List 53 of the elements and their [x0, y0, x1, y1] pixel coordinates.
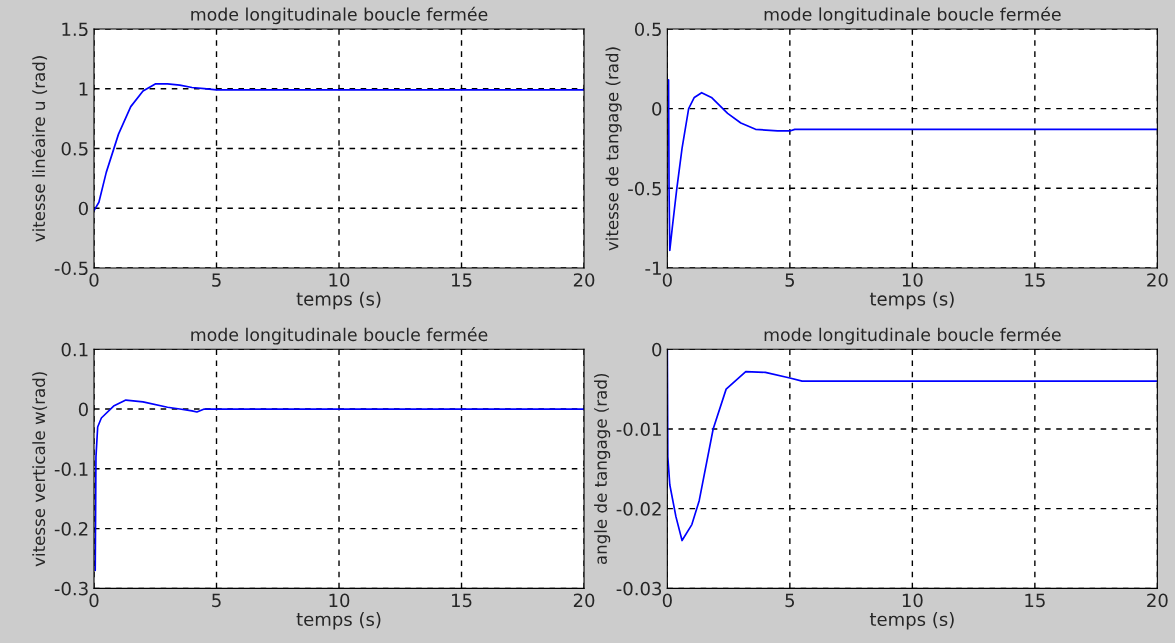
- x-tick-label: 15: [1025, 593, 1045, 608]
- x-tick-label: 20: [1147, 593, 1168, 608]
- x-tick-label: 5: [785, 593, 795, 608]
- y-tick-label: -0.01: [616, 422, 661, 437]
- y-tick-label: -0.3: [54, 581, 88, 596]
- x-tick-label: 10: [329, 273, 350, 287]
- x-tick-label: 0: [662, 593, 672, 608]
- x-tick-label: 0: [89, 593, 99, 608]
- chart-title: mode longitudinale boucle fermée: [191, 6, 488, 25]
- y-tick-label: 0.5: [634, 22, 661, 37]
- x-tick-label: 5: [785, 273, 795, 287]
- y-tick-label: -0.2: [54, 522, 88, 536]
- chart-title: mode longitudinale boucle fermée: [191, 327, 488, 345]
- y-tick-label: -0.1: [54, 462, 88, 476]
- y-tick-label: 1: [79, 82, 88, 96]
- y-tick-label: 0: [78, 402, 88, 417]
- x-tick-label: 15: [452, 593, 472, 608]
- y-axis-title: vitesse de tangage (rad): [605, 47, 622, 251]
- y-axis-title: vitesse linéaire u (rad): [31, 56, 48, 242]
- y-axis-title: angle de tangage (rad): [594, 373, 611, 565]
- y-tick-label: -0.03: [616, 581, 662, 596]
- line-series: [94, 399, 585, 572]
- y-tick-label: 0: [652, 342, 662, 357]
- x-tick-label: 0: [89, 273, 99, 287]
- y-tick-label: 1.5: [62, 22, 88, 37]
- x-tick-label: 20: [1147, 273, 1168, 287]
- line-series: [94, 83, 585, 212]
- chart-title: mode longitudinale boucle fermée: [764, 6, 1061, 25]
- x-tick-label: 15: [452, 273, 472, 287]
- y-tick-label: -1: [645, 261, 661, 275]
- y-tick-label: -0.5: [628, 181, 661, 196]
- y-tick-label: 0.5: [61, 141, 88, 156]
- y-tick-label: -0.5: [54, 261, 88, 276]
- line-series: [667, 79, 1158, 252]
- x-tick-label: 10: [902, 273, 923, 287]
- x-tick-label: 10: [902, 593, 923, 608]
- x-axis-title: temps (s): [296, 612, 381, 630]
- chart-title: mode longitudinale boucle fermée: [764, 327, 1061, 345]
- y-tick-label: 0: [78, 201, 88, 216]
- y-tick-label: 0: [652, 102, 662, 116]
- x-tick-label: 10: [329, 593, 350, 608]
- y-tick-label: -0.02: [616, 502, 661, 516]
- x-tick-label: 20: [573, 593, 595, 608]
- x-axis-title: temps (s): [869, 612, 954, 630]
- x-axis-title: temps (s): [296, 291, 381, 310]
- y-axis-title: vitesse verticale w(rad): [32, 372, 48, 567]
- x-tick-label: 0: [662, 273, 672, 287]
- y-tick-label: 0.1: [61, 342, 88, 357]
- x-tick-label: 15: [1025, 273, 1045, 287]
- x-tick-label: 5: [212, 273, 221, 287]
- x-tick-label: 20: [573, 273, 595, 287]
- x-tick-label: 5: [212, 593, 221, 608]
- x-axis-title: temps (s): [869, 291, 954, 310]
